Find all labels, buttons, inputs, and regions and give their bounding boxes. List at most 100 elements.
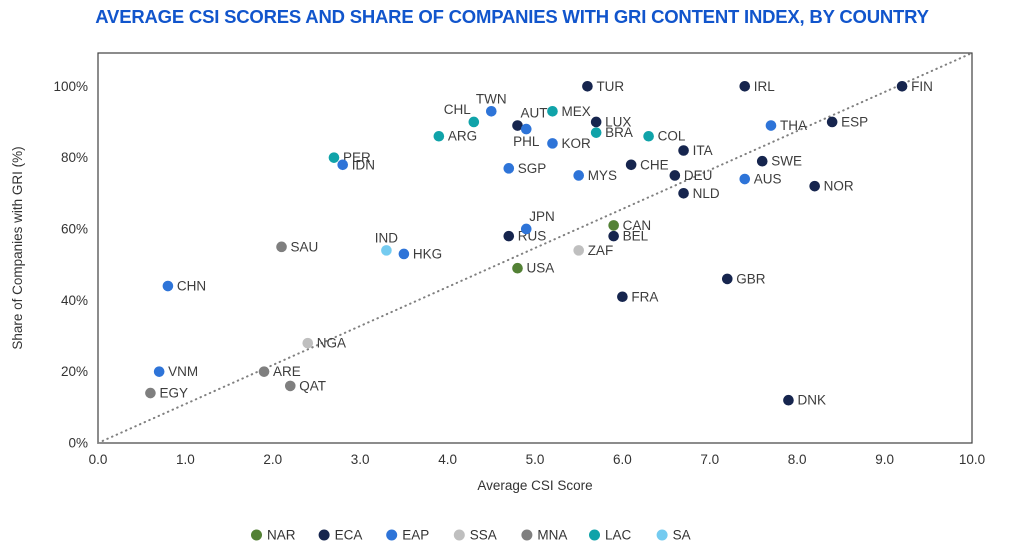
data-point-label-bra: BRA [605, 125, 633, 140]
data-point-aut [512, 120, 523, 131]
data-point-deu [669, 170, 681, 181]
data-point-tha [765, 120, 777, 131]
y-tick-label: 100% [53, 79, 88, 94]
data-point-mys [573, 170, 584, 181]
data-point-hkg [398, 248, 410, 260]
x-tick-label: 8.0 [788, 452, 807, 467]
data-point-label-col: COL [658, 129, 686, 144]
data-point-sau [276, 241, 287, 253]
y-tick-label: 20% [61, 364, 88, 379]
data-point-usa [512, 262, 523, 274]
data-point-per [328, 152, 340, 163]
data-point-label-chn: CHN [177, 279, 206, 294]
data-point-jpn [520, 223, 532, 235]
data-point-bel [608, 230, 619, 242]
data-point-egy [145, 387, 156, 399]
data-point-label-ita: ITA [693, 143, 713, 158]
data-point-label-aus: AUS [754, 172, 782, 187]
data-point-lux [590, 116, 602, 128]
data-point-irl [739, 81, 751, 92]
data-point-kor [547, 138, 558, 149]
data-point-label-are: ARE [273, 364, 301, 379]
data-point-label-esp: ESP [841, 114, 868, 129]
data-point-sgp [503, 163, 515, 174]
plot-border [97, 52, 973, 444]
data-point-label-arg: ARG [448, 129, 477, 144]
data-point-rus [503, 230, 515, 242]
x-tick-label: 1.0 [176, 452, 195, 467]
data-point-label-che: CHE [640, 157, 669, 172]
data-point-arg [433, 130, 445, 142]
data-point-label-chl: CHL [444, 102, 471, 117]
legend-item-eap: EAP [386, 528, 429, 543]
data-point-label-sgp: SGP [518, 161, 547, 176]
data-point-idn [337, 159, 349, 171]
data-point-label-can: CAN [623, 218, 652, 233]
x-tick-label: 3.0 [351, 452, 370, 467]
data-point-dnk [783, 394, 794, 406]
legend-dot-sa [656, 529, 668, 541]
data-point-twn [486, 105, 497, 117]
data-point-label-nga: NGA [317, 336, 346, 351]
data-point-label-kor: KOR [561, 136, 591, 151]
data-point-label-per: PER [343, 150, 371, 165]
data-point-esp [826, 116, 838, 128]
chart-title: AVERAGE CSI SCORES AND SHARE OF COMPANIE… [95, 6, 929, 27]
legend-dot-lac [589, 529, 600, 541]
data-point-label-swe: SWE [771, 154, 802, 169]
legend-label-mna: MNA [537, 528, 567, 543]
data-point-tur [582, 81, 593, 92]
data-point-label-nor: NOR [824, 179, 854, 194]
data-point-che [625, 159, 637, 171]
data-point-nld [678, 188, 689, 199]
x-tick-label: 0.0 [89, 452, 108, 467]
y-tick-label: 0% [68, 436, 88, 451]
data-point-label-deu: DEU [684, 168, 713, 183]
legend-label-sa: SA [673, 528, 691, 543]
data-point-ind [381, 245, 392, 256]
data-point-ita [678, 145, 689, 156]
y-axis-title: Share of Companies with GRI (%) [10, 146, 25, 349]
x-tick-label: 10.0 [959, 452, 985, 467]
data-point-label-lux: LUX [605, 114, 631, 129]
legend-label-eca: ECA [335, 528, 363, 543]
y-tick-label: 40% [61, 293, 88, 308]
data-point-label-egy: EGY [159, 386, 188, 401]
legend-item-eca: ECA [318, 528, 363, 543]
data-point-fin [896, 81, 908, 92]
legend-dot-mna [521, 529, 533, 541]
data-point-label-irl: IRL [754, 79, 776, 94]
legend-item-mna: MNA [521, 528, 567, 543]
data-point-nga [302, 337, 314, 349]
data-point-label-aut: AUT [521, 106, 548, 121]
data-point-label-hkg: HKG [413, 246, 442, 261]
data-point-label-vnm: VNM [168, 364, 198, 379]
legend-dot-ssa [453, 529, 465, 541]
y-tick-label: 80% [61, 150, 88, 165]
legend-label-eap: EAP [402, 528, 429, 543]
x-tick-label: 4.0 [438, 452, 457, 467]
data-point-label-mys: MYS [588, 168, 617, 183]
data-point-vnm [153, 366, 165, 377]
x-tick-label: 5.0 [526, 452, 545, 467]
x-tick-label: 2.0 [263, 452, 282, 467]
data-point-label-bel: BEL [623, 229, 649, 244]
data-point-label-ind: IND [375, 230, 399, 245]
data-point-aus [739, 173, 751, 185]
legend-item-lac: LAC [589, 528, 632, 543]
data-point-mex [547, 105, 558, 117]
data-point-col [643, 130, 654, 142]
x-tick-label: 6.0 [613, 452, 632, 467]
legend-item-ssa: SSA [453, 528, 497, 543]
data-point-label-tha: THA [780, 118, 807, 133]
data-point-label-idn: IDN [352, 157, 375, 172]
data-point-label-fin: FIN [911, 79, 933, 94]
data-point-can [608, 220, 619, 231]
data-point-phl [520, 123, 532, 135]
data-point-zaf [573, 245, 584, 256]
data-point-label-usa: USA [527, 261, 555, 276]
legend-item-nar: NAR [251, 528, 296, 543]
x-tick-label: 9.0 [875, 452, 894, 467]
